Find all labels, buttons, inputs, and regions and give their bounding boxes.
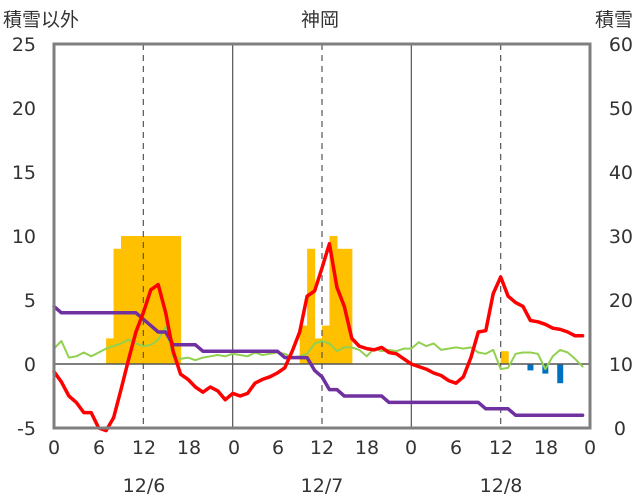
precip-bar [314,338,323,364]
x-tick-label: 12 [310,437,334,459]
x-tick-label: 18 [355,437,379,459]
left-tick-label: 15 [12,162,36,184]
left-tick-label: 0 [24,354,36,376]
right-axis-title: 積雪 [595,9,633,31]
precip-bar [500,351,509,364]
right-axis-ticks: 60 50 40 30 20 10 0 [609,34,633,440]
change-bar [557,364,564,384]
plot-frame [52,42,592,430]
temperature-line [52,241,585,433]
left-axis-title: 積雪以外 [3,9,79,31]
right-tick-label: 50 [609,98,633,120]
right-tick-label: 60 [609,34,633,56]
date-label: 12/8 [480,475,523,497]
right-tick-label: 20 [609,290,633,312]
precip-bar [113,248,122,364]
x-tick-label: 6 [272,437,284,459]
precip-bar [135,236,144,364]
precip-bar [165,236,174,364]
precip-bar [322,325,331,364]
date-label: 12/6 [123,475,166,497]
x-tick-label: 12 [489,437,513,459]
right-tick-label: 30 [609,226,633,248]
date-label: 12/7 [301,475,344,497]
x-tick-label: 18 [534,437,558,459]
x-tick-label: 12 [132,437,156,459]
change-bar [527,364,534,371]
right-tick-label: 40 [609,162,633,184]
x-tick-label: 0 [584,437,596,459]
x-tick-label: 18 [177,437,201,459]
left-tick-label: 5 [24,290,36,312]
green-line [53,325,584,371]
left-tick-label: 20 [12,98,36,120]
frame-layer [52,42,592,430]
x-tick-label: 0 [228,437,240,459]
right-tick-label: 10 [609,354,633,376]
x-axis-dates: 12/6 12/7 12/8 [123,475,523,497]
precip-bar [150,236,159,364]
precip-bar [128,236,137,364]
left-tick-label: -5 [17,418,36,440]
left-axis-ticks: 25 20 15 10 5 0 -5 [12,34,36,440]
precip-bar [329,236,338,364]
right-tick-label: 0 [614,418,626,440]
grid-layer [142,44,502,428]
precip-bar [307,248,316,364]
lines-layer [52,241,585,433]
left-tick-label: 10 [12,226,36,248]
x-tick-label: 6 [450,437,462,459]
precip-bar [106,338,115,364]
precip-bar [336,248,345,364]
left-tick-label: 25 [12,34,36,56]
precip-bar [121,236,130,364]
chart-title: 神岡 [301,9,339,31]
precip-bar [173,236,182,364]
precip-bar [299,325,308,364]
x-tick-label: 6 [93,437,105,459]
x-tick-label: 0 [48,437,60,459]
x-axis-hour-ticks: 0 6 12 18 0 6 12 18 0 6 12 18 0 [48,437,596,459]
precip-bar [344,248,353,364]
x-tick-label: 0 [405,437,417,459]
